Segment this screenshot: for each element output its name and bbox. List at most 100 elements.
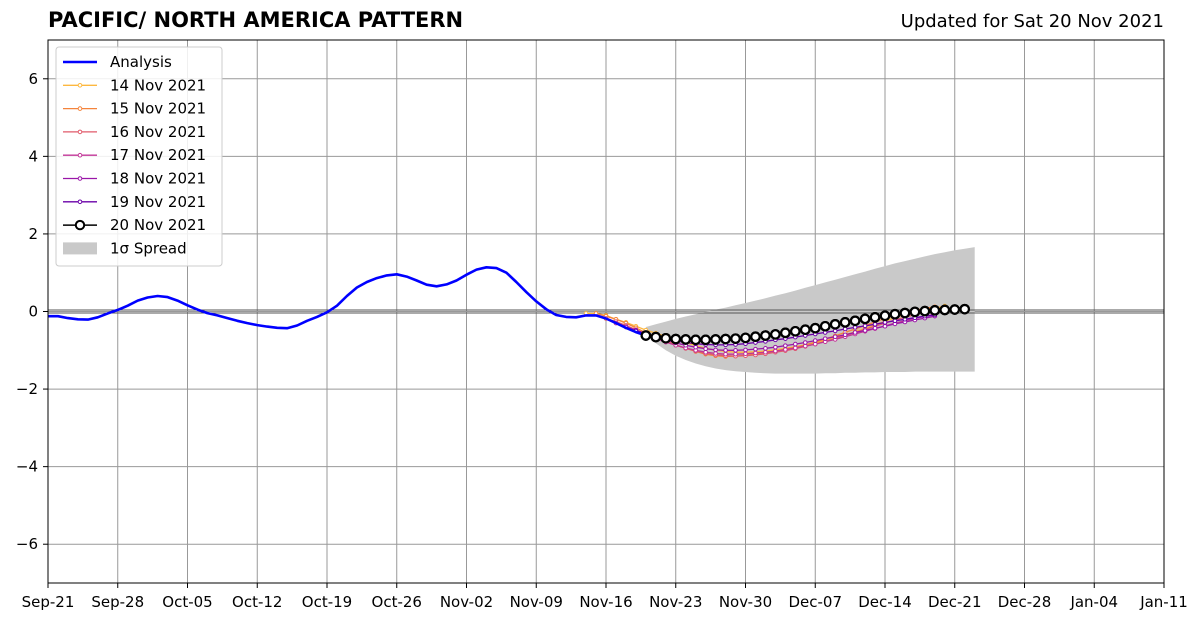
forecast-point-top (740, 332, 751, 344)
forecast-point-top (919, 305, 931, 317)
forecast-point-top (640, 330, 652, 341)
forecast-point (773, 348, 778, 354)
forecast-point (733, 347, 738, 353)
forecast-point-top (889, 308, 901, 320)
forecast-point (783, 347, 788, 352)
forecast-point (872, 325, 878, 331)
forecast-point (793, 345, 798, 351)
forecast-point-top (879, 310, 891, 322)
forecast-point (763, 346, 768, 351)
forecast-point-top (839, 317, 851, 328)
legend-label: 15 Nov 2021 (110, 100, 206, 118)
analysis-line (48, 265, 647, 337)
forecast-point (872, 321, 878, 327)
x-tick-label: Nov-30 (719, 593, 772, 611)
legend-marker (77, 199, 83, 205)
updated-label: Updated for Sat 20 Nov 2021 (900, 11, 1164, 32)
forecast-point-top (899, 307, 911, 319)
legend-marker (77, 106, 83, 111)
series-layer (48, 265, 971, 359)
x-tick-label: Oct-12 (232, 593, 282, 611)
forecast-point-top (660, 332, 672, 344)
x-tick-label: Oct-26 (372, 593, 422, 611)
forecast-point-top (670, 333, 682, 345)
forecast-point-top (869, 312, 881, 323)
plot-frame (47, 39, 1165, 584)
chart-title: PACIFIC/ NORTH AMERICA PATTERN (48, 8, 464, 32)
legend-label: 18 Nov 2021 (110, 170, 206, 188)
legend-marker (77, 152, 83, 158)
forecast-point (802, 340, 808, 345)
forecast-point (743, 351, 748, 357)
forecast-point-top (730, 333, 741, 344)
forecast-point (842, 332, 848, 338)
forecast-point-top (780, 327, 791, 339)
forecast-point (812, 338, 818, 343)
x-tick-label: Oct-19 (302, 593, 352, 611)
legend-label: 1σ Spread (110, 239, 187, 257)
legend: Analysis 14 Nov 2021 15 Nov 2021 16 Nov 202… (55, 46, 223, 267)
forecast-point-top (700, 334, 711, 346)
grid (48, 40, 1164, 583)
x-tick-label: Dec-21 (928, 593, 982, 611)
y-tick-label: −4 (16, 458, 38, 476)
x-tick-label: Jan-11 (1139, 593, 1188, 611)
forecast-point-top (790, 325, 801, 337)
x-tick-label: Sep-21 (22, 593, 75, 611)
forecast-point-top (829, 318, 841, 330)
legend-marker (74, 219, 86, 231)
forecast-point-top (949, 304, 961, 315)
forecast-point (773, 344, 778, 350)
forecast-point-top (859, 313, 871, 325)
forecast-point (892, 318, 898, 324)
forecast-point-top (939, 304, 951, 316)
forecast-point (763, 349, 768, 355)
y-tick-label: −2 (16, 380, 38, 398)
legend-label: Analysis (110, 53, 172, 71)
forecast-point (822, 336, 828, 341)
forecast-point (723, 351, 728, 357)
x-tick-label: Dec-14 (858, 593, 912, 611)
y-tick-label: 0 (28, 303, 38, 321)
legend-box (55, 46, 223, 267)
forecast-point-top (929, 305, 941, 316)
forecast-point-top (760, 330, 771, 341)
y-tick-label: 2 (28, 225, 38, 243)
x-tick-label: Dec-28 (998, 593, 1052, 611)
forecast-point (713, 347, 718, 353)
axes-frame (43, 39, 1165, 588)
forecast-point (753, 346, 758, 352)
forecast-point (753, 350, 758, 356)
forecast-point (733, 351, 738, 357)
y-tick-label: 6 (28, 70, 38, 88)
legend-label: 16 Nov 2021 (110, 123, 206, 141)
legend-label: 19 Nov 2021 (110, 193, 206, 211)
x-tick-label: Nov-02 (440, 593, 493, 611)
forecast-point-top (710, 334, 721, 345)
legend-label: 20 Nov 2021 (110, 216, 206, 234)
forecast-point-top (959, 303, 971, 315)
forecast-point (743, 347, 748, 353)
legend-marker (77, 129, 83, 135)
forecast-point-top (720, 333, 731, 345)
forecast-point (852, 325, 858, 330)
forecast-point (832, 328, 838, 334)
x-tick-label: Nov-09 (510, 593, 563, 611)
forecast-point (723, 347, 728, 353)
legend-label: 14 Nov 2021 (110, 76, 206, 94)
forecast-point-top (650, 331, 662, 343)
x-tick-label: Jan-04 (1069, 593, 1118, 611)
forecast-point (832, 334, 838, 340)
forecast-point-top (770, 329, 781, 340)
forecast-point (783, 343, 788, 348)
forecast-point-top (849, 315, 861, 327)
forecast-point (842, 326, 848, 332)
forecast-point (862, 328, 868, 333)
x-tick-label: Oct-05 (162, 593, 212, 611)
x-tick-label: Nov-23 (649, 593, 702, 611)
legend-swatch (63, 242, 97, 255)
legend-label: 17 Nov 2021 (110, 146, 206, 164)
x-tick-label: Nov-16 (579, 593, 632, 611)
forecast-point-top (750, 331, 761, 343)
forecast-point (882, 323, 888, 329)
